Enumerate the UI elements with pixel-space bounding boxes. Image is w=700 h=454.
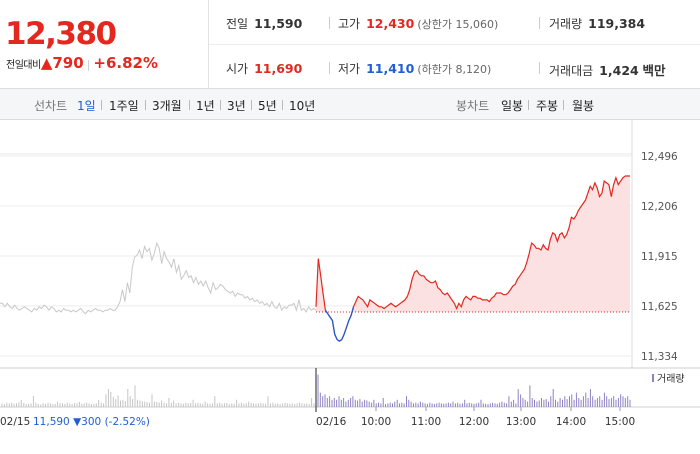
chart-period-tabbar: 선차트 1일 1주일 3개월 1년 3년 5년 10년 봉차트 일봉 주봉 월봉 (0, 89, 700, 120)
trade-amount-unit: 백만 (642, 63, 666, 78)
open-value: 11,690 (254, 61, 303, 76)
volume-value: 119,384 (588, 16, 646, 31)
tab-5year[interactable]: 5년 (258, 99, 277, 113)
below-prev-close-segment (341, 334, 345, 340)
x-tick-label: 11:00 (411, 416, 441, 428)
divider (539, 17, 540, 29)
divider (528, 100, 529, 110)
low-stat: 저가 11,410 (하한가 8,120) (338, 60, 491, 77)
down-arrow-icon: ▼ (73, 416, 82, 428)
upper-limit: (상한가 15,060) (417, 18, 499, 31)
trade-amount-label: 거래대금 (549, 64, 594, 78)
current-price: 12,380 (5, 16, 117, 52)
tab-3month[interactable]: 3개월 (152, 99, 182, 113)
prev-day-change: 300 (81, 416, 101, 428)
up-area-fill (316, 176, 630, 312)
low-value: 11,410 (366, 61, 415, 76)
high-label: 고가 (338, 17, 361, 31)
below-prev-close-segment (343, 327, 348, 335)
row-divider (209, 44, 700, 45)
below-prev-close-segment (350, 306, 355, 316)
prev-close-stat: 전일 11,590 (226, 15, 302, 32)
x-tick-label: 14:00 (556, 416, 586, 428)
x-tick-label: 10:00 (361, 416, 391, 428)
below-prev-close-segment (327, 313, 331, 318)
prev-day-change-percent: (-2.52%) (105, 416, 150, 428)
prev-close-value: 11,590 (254, 16, 303, 31)
x-tick-label: 15:00 (605, 416, 635, 428)
up-arrow-icon: ▲ (40, 54, 53, 72)
low-label: 저가 (338, 62, 361, 76)
divider (101, 100, 102, 110)
today-price-line (315, 175, 630, 342)
volume-legend-swatch (652, 374, 654, 382)
below-prev-close-segment (329, 316, 333, 321)
x-tick-label: 02/16 (316, 416, 347, 428)
prev-day-summary: 11,590 ▼300 (-2.52%) (33, 416, 150, 428)
volume-stat: 거래량 119,384 (549, 15, 645, 32)
tab-monthly-candle[interactable]: 월봉 (572, 99, 595, 113)
stock-quote-header: 12,380 전일대비▲790 | +6.82% 전일 11,590 고가 12,430… (0, 0, 700, 89)
lower-limit: (하한가 8,120) (417, 63, 492, 76)
divider (282, 100, 283, 110)
trade-amount-value: 1,424 (599, 63, 639, 78)
change-divider: | (86, 58, 91, 71)
tab-3year[interactable]: 3년 (227, 99, 246, 113)
y-tick-label: 11,334 (641, 351, 678, 363)
divider (563, 100, 564, 110)
x-tick-label: 13:00 (506, 416, 536, 428)
price-chart-area: 12,496 12,206 11,915 11,625 11,334 02/16 10:0… (0, 120, 700, 450)
price-change-row: 전일대비▲790 | +6.82% (6, 54, 158, 72)
volume-label: 거래량 (549, 17, 583, 31)
divider (251, 100, 252, 110)
high-value: 12,430 (366, 16, 415, 31)
tab-1week[interactable]: 1주일 (109, 99, 139, 113)
trade-amount-stat: 거래대금 1,424 백만 (549, 60, 666, 79)
y-tick-label: 12,206 (641, 201, 678, 213)
open-label: 시가 (226, 62, 249, 76)
change-value: 790 (52, 54, 84, 72)
divider (329, 62, 330, 74)
below-prev-close-segment (339, 338, 343, 342)
tab-1day[interactable]: 1일 (77, 99, 96, 113)
below-prev-close-segment (324, 309, 329, 315)
divider (220, 100, 221, 110)
tab-1year[interactable]: 1년 (196, 99, 215, 113)
high-stat: 고가 12,430 (상한가 15,060) (338, 15, 498, 32)
y-tick-label: 11,625 (641, 301, 678, 313)
prev-close-label: 전일 (226, 17, 249, 31)
prev-day-date: 02/15 (0, 416, 30, 428)
current-price-block: 12,380 전일대비▲790 | +6.82% (0, 0, 209, 88)
change-label: 전일대비 (6, 60, 41, 71)
divider (539, 62, 540, 74)
below-prev-close-segment (334, 334, 338, 340)
tab-10year[interactable]: 10년 (289, 99, 316, 113)
volume-legend-label: 거래량 (657, 373, 685, 385)
below-prev-close-segment (336, 338, 340, 342)
below-prev-close-segment (331, 320, 336, 335)
prev-day-close: 11,590 (33, 416, 70, 428)
change-percent: +6.82% (93, 54, 158, 72)
x-tick-label: 12:00 (459, 416, 489, 428)
open-stat: 시가 11,690 (226, 60, 302, 77)
y-tick-label: 11,915 (641, 251, 678, 263)
tab-daily-candle[interactable]: 일봉 (501, 99, 524, 113)
divider (189, 100, 190, 110)
quote-stats-grid: 전일 11,590 고가 12,430 (상한가 15,060) 거래량 119,384… (209, 0, 700, 88)
below-prev-close-segment (348, 315, 352, 321)
line-chart-label: 선차트 (34, 99, 68, 113)
below-prev-close-segment (345, 320, 350, 328)
candle-chart-label: 봉차트 (456, 99, 490, 113)
intraday-price-chart: 12,496 12,206 11,915 11,625 11,334 02/16 10:0… (0, 120, 700, 450)
prev-day-price-line (0, 241, 317, 315)
divider (145, 100, 146, 110)
divider (329, 17, 330, 29)
tab-weekly-candle[interactable]: 주봉 (536, 99, 559, 113)
y-tick-label: 12,496 (641, 151, 678, 163)
